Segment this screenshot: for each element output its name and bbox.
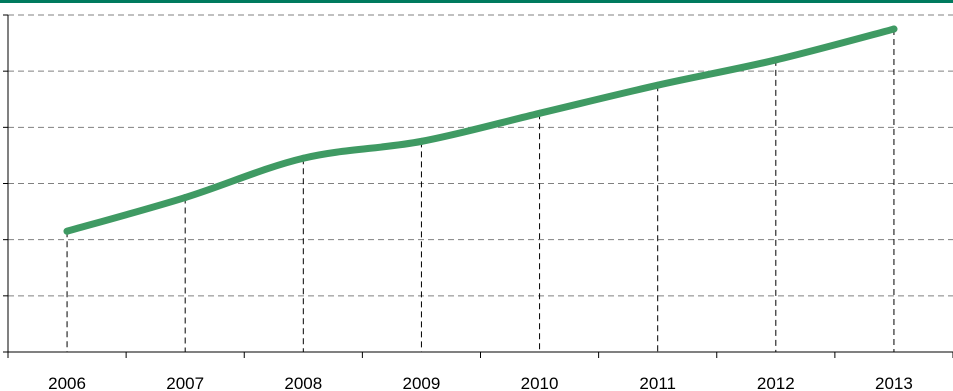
x-tick-label: 2012 bbox=[757, 374, 795, 391]
data-point-2007 bbox=[181, 194, 189, 202]
x-tick-label: 2008 bbox=[284, 374, 322, 391]
x-tick-label: 2006 bbox=[48, 374, 86, 391]
series-line bbox=[63, 25, 898, 235]
y-gridlines bbox=[8, 14, 953, 297]
x-tick-label: 2013 bbox=[875, 374, 913, 391]
data-point-2013 bbox=[890, 25, 898, 33]
series-line-group bbox=[63, 25, 898, 235]
data-point-2011 bbox=[654, 81, 662, 89]
x-tick-label: 2009 bbox=[403, 374, 441, 391]
data-point-2009 bbox=[417, 137, 425, 145]
x-tick-label: 2007 bbox=[166, 374, 204, 391]
data-point-2008 bbox=[299, 154, 307, 162]
drop-lines bbox=[66, 29, 895, 352]
header-rule bbox=[0, 0, 953, 3]
axes bbox=[3, 14, 953, 358]
x-tick-labels: 2006 2007 2008 2009 2010 2011 2012 2013 bbox=[48, 374, 913, 391]
data-point-2012 bbox=[772, 56, 780, 64]
data-point-2006 bbox=[63, 227, 71, 235]
x-tick-label: 2010 bbox=[521, 374, 559, 391]
x-tick-label: 2011 bbox=[639, 374, 676, 391]
data-point-2010 bbox=[536, 109, 544, 117]
